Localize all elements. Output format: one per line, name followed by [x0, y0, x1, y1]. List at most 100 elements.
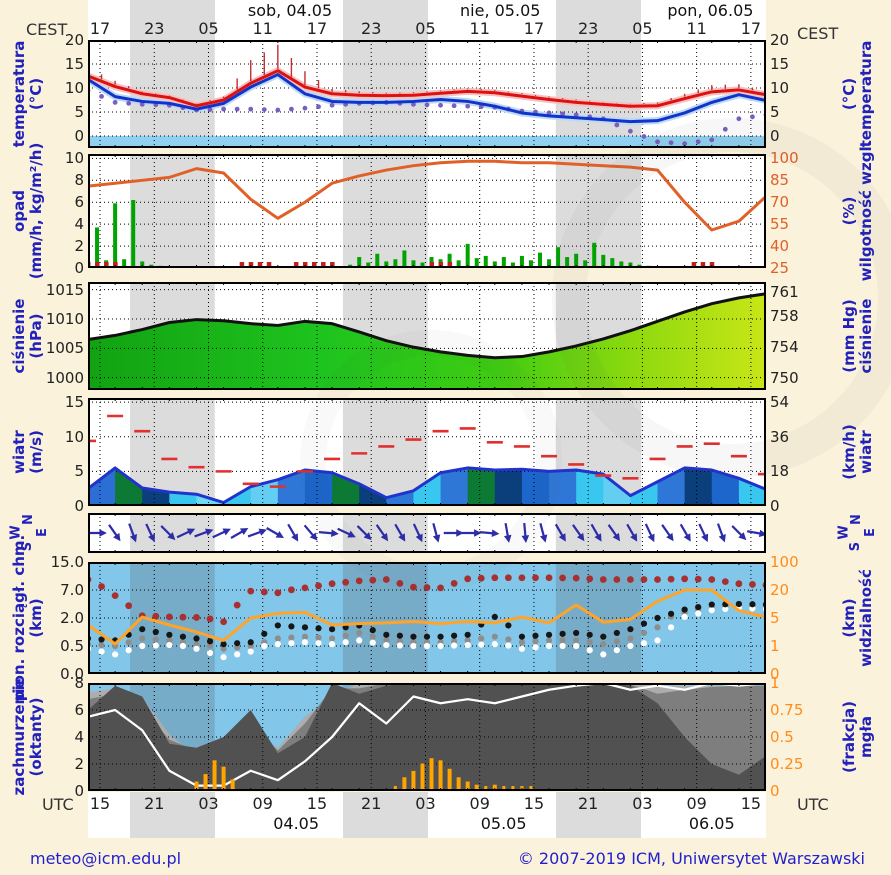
convective-marker [248, 262, 254, 267]
night-band [130, 154, 215, 268]
cloud-extent-dot [274, 589, 282, 597]
axis-title-line: opad [10, 190, 28, 232]
dew-point-dot [628, 128, 633, 134]
cloud-base-white-dot [206, 649, 214, 657]
cloud-base-gray-dot [613, 638, 620, 645]
cloud-base-white-dot [152, 642, 159, 649]
panel-temperature [88, 40, 766, 148]
wind-direction-arrow [160, 525, 176, 541]
y-tick-label: 7.0 [60, 581, 84, 599]
convective-marker [293, 262, 299, 267]
cloud-extent-dot [152, 612, 160, 620]
cloud-base-black-dot [193, 635, 200, 642]
wind-direction-arrow [230, 528, 249, 539]
y-tick-label: 0 [74, 259, 84, 277]
axis-title-line: mgła [857, 715, 875, 759]
dew-point-dot [316, 104, 321, 110]
pressure-area [88, 293, 766, 390]
cloud-base-gray-dot [518, 639, 526, 646]
cloud-base-white-dot [139, 642, 146, 650]
cloud-base-gray-dot [559, 637, 566, 644]
wind-direction-arrow [644, 523, 655, 543]
cloud-extent-dot [477, 574, 485, 582]
cloud-base-white-dot [640, 640, 648, 647]
cloud-base-gray-dot [301, 633, 309, 640]
cloud-extent-dot [369, 576, 377, 584]
cloud-extent-dot [165, 613, 173, 621]
cest-label-left: CEST [26, 20, 68, 39]
cloud-base-white-dot [478, 641, 485, 648]
cloud-extent-dot [396, 579, 404, 587]
y-tick-label: 6 [74, 701, 84, 719]
y-tick-label: 0 [770, 665, 780, 683]
cloud-extent-dot [288, 586, 295, 594]
cloud-base-black-dot [166, 631, 173, 638]
wind-chart [88, 398, 766, 506]
dew-point-dot [560, 111, 565, 117]
wind-direction-arrow [661, 524, 674, 542]
plot-frame [88, 154, 766, 268]
panel-pressure [88, 282, 766, 390]
cloud-base-gray-dot [166, 637, 173, 644]
wind-direction-arrow [521, 522, 530, 543]
cloud-base-white-dot [532, 644, 539, 651]
cloud-base-gray-dot [383, 637, 390, 644]
axis-title-line: (km/h) [840, 424, 858, 480]
y-tick-label: 0.5 [770, 728, 794, 746]
subzero-band [88, 136, 766, 148]
cloud-extent-dot [328, 580, 336, 588]
cloud-base-white-dot [545, 642, 553, 650]
wind-direction-arrow [412, 523, 423, 543]
precip-bar [348, 264, 353, 267]
axis-title-line: pion. rozciągł. chm. [10, 534, 28, 702]
cloud-base-gray-dot [342, 632, 349, 639]
fog-dot [484, 786, 488, 789]
axis-title-line: temperatura [857, 40, 875, 148]
y-tick-label: 4 [74, 215, 84, 234]
cloud-base-white-dot [247, 648, 254, 655]
cloud-extent-dot [111, 592, 119, 599]
wind-direction-arrow [679, 523, 691, 542]
fog-bar [465, 781, 470, 790]
cloud-base-gray-dot [356, 629, 363, 637]
night-band [130, 792, 215, 838]
night-band [342, 513, 428, 553]
y-tick-label: 754 [770, 337, 799, 356]
panel-cloudiness [88, 683, 766, 791]
dew-point-dot [411, 101, 416, 107]
wind-direction-arrow [303, 524, 318, 541]
time-tick-label: 11 [686, 19, 707, 38]
cloud-base-gray-dot [328, 635, 336, 642]
cloud-base-white-dot [410, 642, 417, 650]
cloud-base-black-dot [328, 626, 336, 633]
cloud-base-black-dot [708, 601, 715, 608]
pressure-line [88, 292, 766, 360]
cloud-base-white-dot [193, 645, 200, 652]
cloud-base-white-dot [166, 641, 173, 649]
precip-bar [122, 259, 127, 267]
axis-title-line: zachmurzenie [10, 678, 28, 796]
y-tick-label: 0 [770, 497, 780, 515]
y-tick-label: 15 [64, 55, 84, 73]
axis-title-line: (mm/h, kg/m²/h) [27, 142, 45, 280]
contact-email-link[interactable]: meteo@icm.edu.pl [30, 849, 182, 868]
cloud-base-gray-dot [288, 634, 295, 641]
precip-bar [384, 261, 389, 267]
cloud-base-black-dot [383, 631, 390, 638]
precip-humidity-chart [88, 154, 766, 268]
dew-point-dot [207, 107, 213, 112]
cest-label-right: CEST [797, 24, 839, 43]
precip-bar [619, 261, 624, 267]
precip-bar [95, 227, 100, 267]
precip-bar [592, 242, 597, 267]
time-tick-label: 21 [577, 794, 599, 813]
y-tick-label: 10 [64, 79, 84, 97]
y-tick-label: 0 [770, 782, 780, 800]
y-tick-label: 70 [770, 193, 790, 212]
precip-bar [420, 262, 425, 267]
precip-bar [583, 260, 588, 267]
cloud-base-gray-dot [505, 636, 512, 643]
cloud-extent-dot [193, 614, 200, 621]
wind-fill-strip [467, 467, 496, 506]
y-tick-label: 0 [74, 497, 84, 515]
